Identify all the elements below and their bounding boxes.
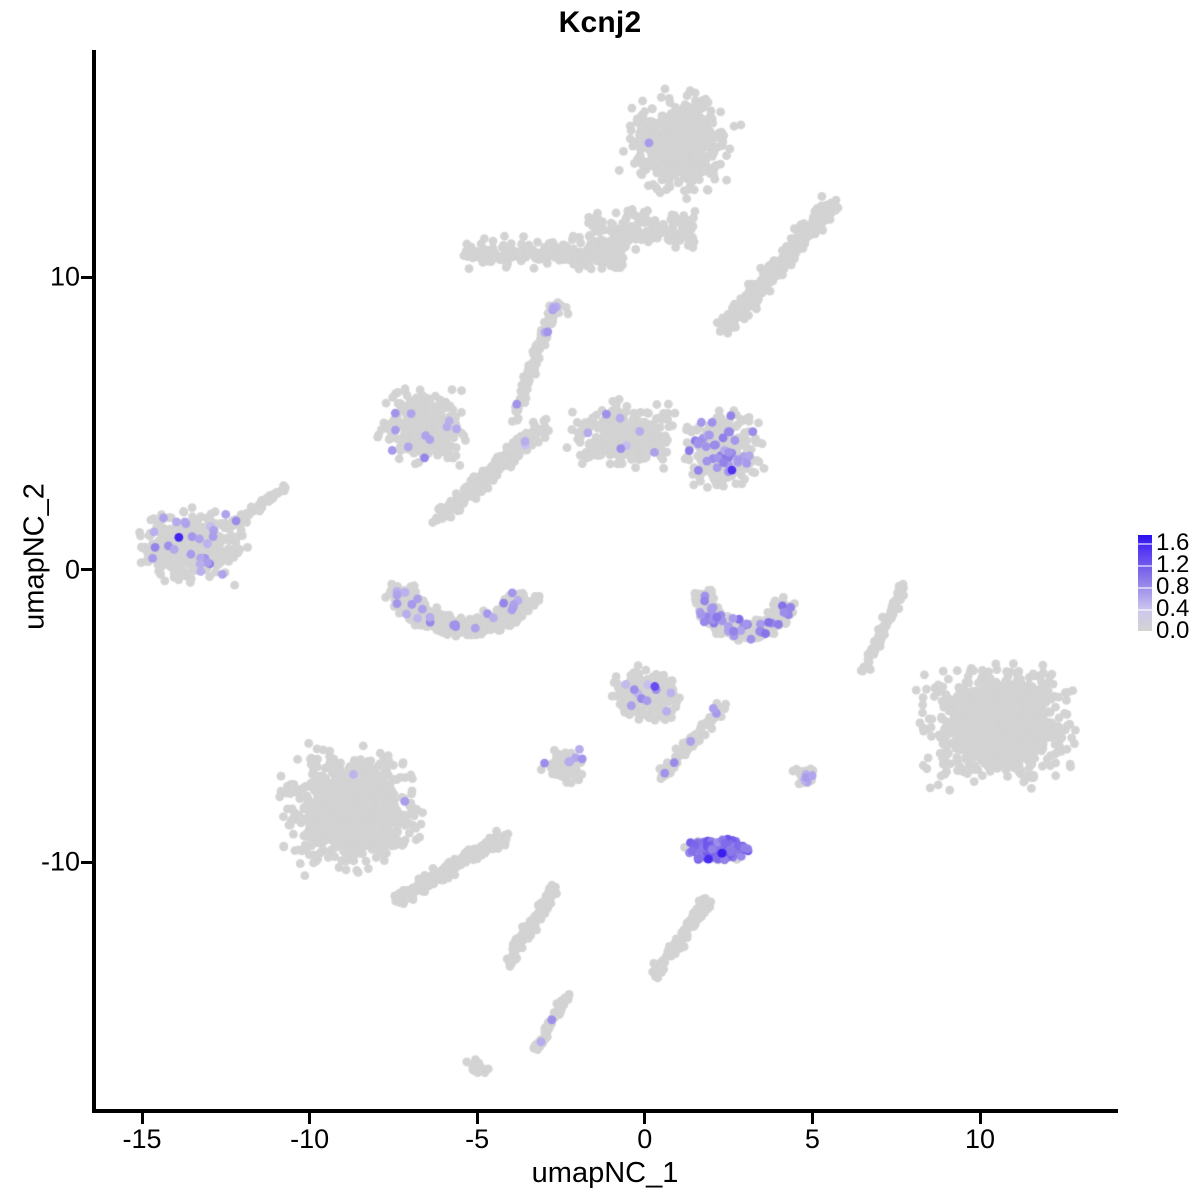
- y-axis-line: [92, 50, 96, 1113]
- scatter-points-layer: [96, 50, 1118, 1109]
- colorbar-tick-mark: [1138, 565, 1152, 568]
- x-tick-label: 5: [804, 1124, 820, 1154]
- colorbar-tick-label: 1.2: [1156, 551, 1190, 579]
- x-tick-mark: [475, 1113, 479, 1124]
- y-tick-mark: [81, 275, 92, 279]
- x-tick-mark: [643, 1113, 647, 1124]
- x-tick-mark: [810, 1113, 814, 1124]
- x-axis-line: [92, 1109, 1118, 1113]
- x-tick-mark: [140, 1113, 144, 1124]
- colorbar-tick-mark: [1138, 543, 1152, 546]
- x-tick-label: 0: [637, 1124, 653, 1154]
- y-tick-label: -10: [40, 846, 80, 877]
- x-axis-label: umapNC_1: [531, 1157, 679, 1189]
- x-tick-label: -10: [290, 1124, 330, 1154]
- colorbar-tick-mark: [1138, 609, 1152, 612]
- y-tick-label: 10: [49, 261, 80, 292]
- colorbar-tick-label: 0.0: [1156, 617, 1190, 644]
- page-title: Kcnj2: [558, 6, 642, 39]
- x-tick-mark: [978, 1113, 982, 1124]
- colorbar-tick-label: 0.8: [1156, 573, 1190, 601]
- colorbar-tick-label: 0.4: [1156, 595, 1190, 623]
- x-tick-label: 10: [964, 1124, 996, 1154]
- plot-panel[interactable]: [96, 50, 1118, 1109]
- y-tick-label: 0: [64, 554, 80, 584]
- colorbar-gradient: [1138, 535, 1152, 631]
- colorbar-tick-mark: [1138, 587, 1152, 590]
- x-tick-mark: [308, 1113, 312, 1124]
- y-axis-label: umapNC_2: [18, 483, 51, 630]
- y-tick-mark: [81, 568, 92, 571]
- y-tick-mark: [81, 860, 92, 864]
- colorbar-tick-label: 1.6: [1156, 529, 1190, 557]
- x-tick-label: -15: [122, 1124, 162, 1154]
- expression-colorbar-legend[interactable]: 1.6 1.2 0.8 0.4 0.0: [1132, 528, 1198, 644]
- x-tick-label: -5: [465, 1124, 490, 1154]
